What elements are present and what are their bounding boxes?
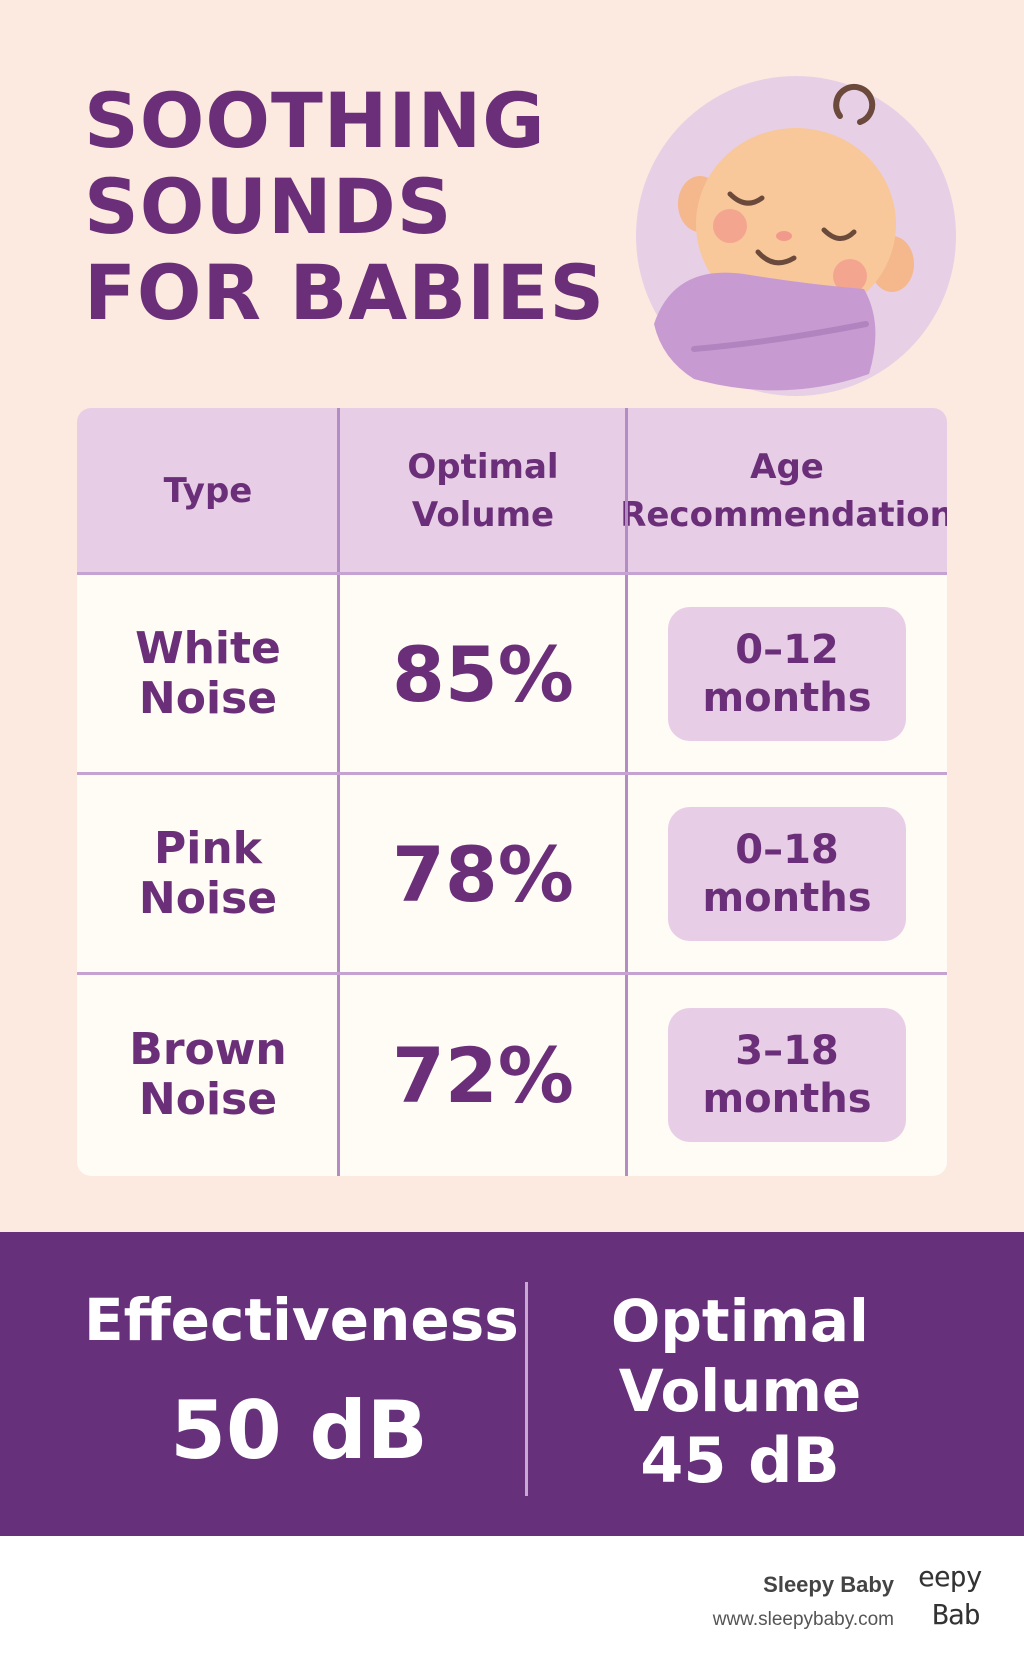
type-label: Brown Noise: [129, 1024, 287, 1125]
optimal-label-2: Volume: [618, 1357, 862, 1425]
type-label: Pink Noise: [138, 823, 278, 924]
volume-cell: 72%: [339, 974, 627, 1176]
brand-logo: eepy Bab: [918, 1560, 1018, 1640]
age-badge: 0–12 months: [668, 607, 906, 741]
column-divider: [625, 408, 628, 1176]
volume-value: 78%: [392, 829, 574, 919]
header-age-label: Age Recommendation: [620, 447, 947, 535]
row-divider: [77, 772, 947, 775]
sleeping-baby-icon: [636, 76, 956, 396]
stats-band: [0, 1232, 1024, 1536]
header-volume-label: Optimal Volume: [407, 447, 559, 535]
logo-text-bottom: Bab: [932, 1598, 981, 1631]
volume-cell: 78%: [339, 774, 627, 974]
type-label: White Noise: [135, 623, 281, 724]
column-divider: [337, 408, 340, 1176]
header-age: Age Recommendation: [620, 408, 947, 574]
title-line-1: SOOTHING: [84, 76, 546, 165]
sound-table: Type Optimal Volume Age Recommendation W…: [77, 408, 947, 1176]
age-cell: 3–18 months: [627, 974, 947, 1176]
brand-strip: [0, 1536, 1024, 1666]
volume-cell: 85%: [339, 574, 627, 774]
title-line-3: FOR BABIES: [84, 248, 606, 337]
volume-value: 85%: [392, 629, 574, 719]
age-cell: 0–12 months: [627, 574, 947, 774]
table-row: Brown Noise: [77, 974, 339, 1176]
effectiveness-value: 50 dB: [170, 1384, 428, 1477]
table-header: [77, 408, 947, 574]
table-row: White Noise: [77, 574, 339, 774]
optimal-label-1: Optimal: [611, 1287, 869, 1355]
brand-url: www.sleepybaby.com: [712, 1609, 894, 1630]
title-line-2: SOUNDS: [84, 162, 453, 251]
band-divider: [525, 1282, 528, 1496]
age-cell: 0–18 months: [627, 774, 947, 974]
logo-text-top: eepy: [918, 1560, 982, 1593]
age-badge: 3–18 months: [668, 1008, 906, 1142]
table-row: Pink Noise: [77, 774, 339, 974]
optimal-value: 45 dB: [640, 1424, 840, 1497]
header-volume: Optimal Volume: [339, 408, 627, 574]
row-divider: [77, 972, 947, 975]
header-type-label: Type: [163, 471, 253, 511]
brand-name: Sleepy Baby: [763, 1572, 894, 1597]
volume-value: 72%: [392, 1030, 574, 1120]
effectiveness-label: Effectiveness: [84, 1286, 519, 1354]
age-badge: 0–18 months: [668, 807, 906, 941]
sleeping-baby-illustration: [634, 74, 958, 398]
page-title: SOOTHING SOUNDS FOR BABIES: [84, 78, 605, 336]
row-divider: [77, 572, 947, 575]
header-type: Type: [77, 408, 339, 574]
